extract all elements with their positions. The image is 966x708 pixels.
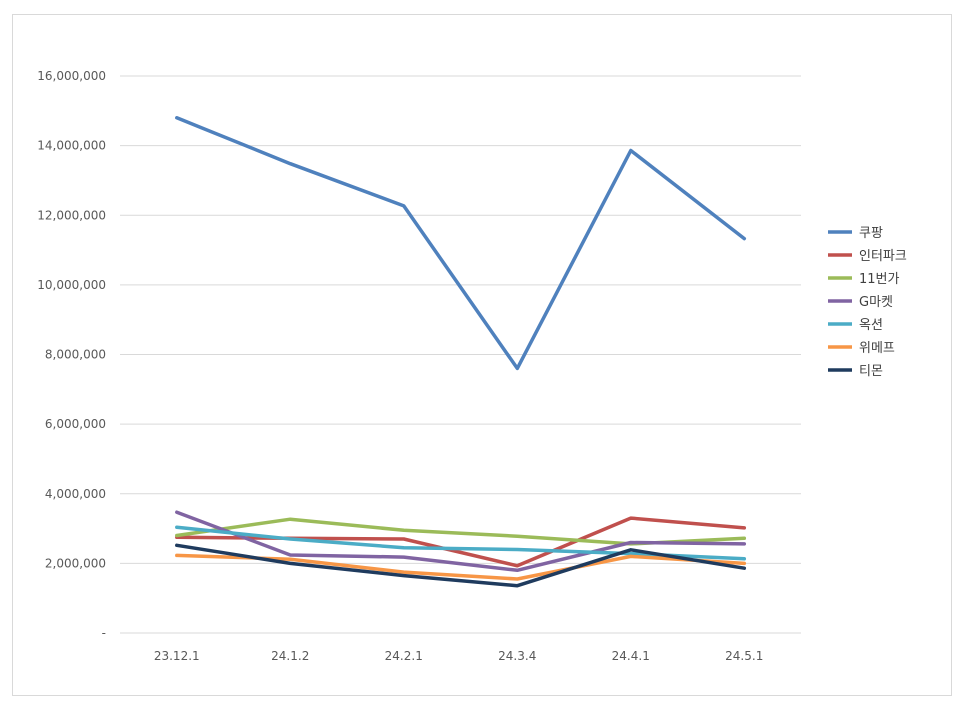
series-line-6 [175,543,747,588]
x-axis-tick-labels: 23.12.1 24.1.2 24.2.1 24.3.4 24.4.1 24.5.1 [154,649,763,663]
line-chart: - 2,000,000 4,000,000 6,000,000 8,000,000 10,… [37,69,907,663]
x-tick-label: 24.5.1 [725,649,763,663]
series-line-2 [175,517,747,546]
legend-label: 옥션 [859,318,883,333]
y-tick-label: 12,000,000 [37,208,106,222]
x-tick-label: 24.3.4 [498,649,536,663]
x-tick-label: 24.2.1 [385,649,423,663]
y-tick-label: 2,000,000 [45,556,106,570]
series-line-5 [175,553,747,581]
legend-label: 쿠팡 [859,226,883,241]
y-tick-label: - [102,626,106,640]
legend-label: G마켓 [859,295,893,310]
series-line-3 [175,510,747,573]
legend-label: 인터파크 [859,249,907,264]
x-tick-label: 24.4.1 [612,649,650,663]
y-tick-label: 6,000,000 [45,417,106,431]
y-axis-tick-labels: - 2,000,000 4,000,000 6,000,000 8,000,000 10,… [37,69,106,640]
y-tick-label: 8,000,000 [45,348,106,362]
y-tick-label: 16,000,000 [37,69,106,83]
x-tick-label: 23.12.1 [154,649,200,663]
y-tick-label: 14,000,000 [37,139,106,153]
legend-label: 11번가 [859,272,900,287]
legend-label: 위메프 [859,341,895,356]
y-tick-label: 4,000,000 [45,487,106,501]
legend-label: 티몬 [859,364,883,379]
series-lines [175,116,747,588]
chart-frame: - 2,000,000 4,000,000 6,000,000 8,000,000 10,… [12,14,952,696]
x-tick-label: 24.1.2 [271,649,309,663]
y-tick-label: 10,000,000 [37,278,106,292]
series-line-0 [175,116,747,371]
